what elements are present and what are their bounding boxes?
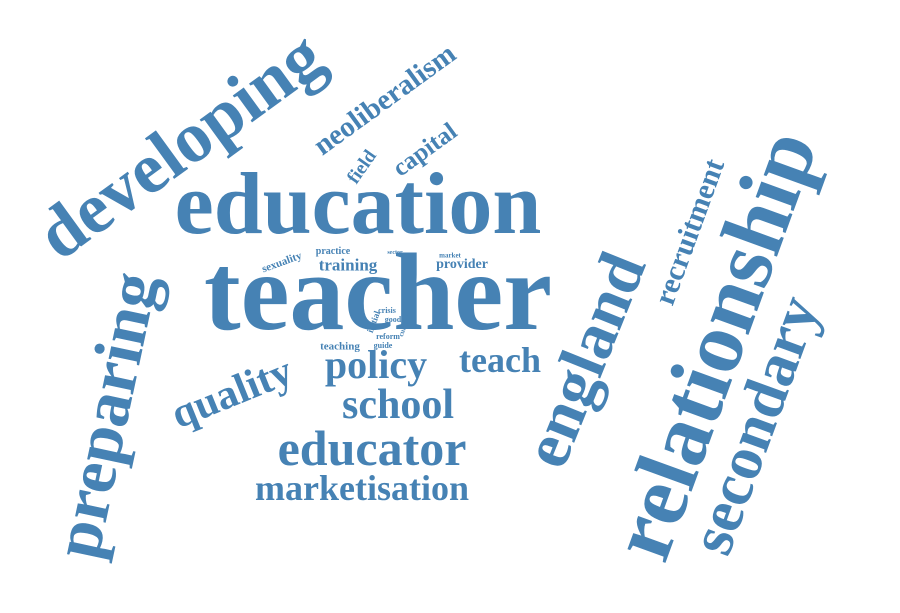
word-training: training — [318, 255, 378, 275]
word-education: education — [174, 156, 542, 253]
word-educator: educator — [277, 420, 467, 476]
word-teacher: teacher — [203, 231, 553, 353]
word-good: good — [384, 315, 402, 324]
word-preparing: preparing — [37, 265, 173, 565]
word-teach: teach — [459, 340, 541, 380]
word-guide: guide — [373, 341, 393, 350]
word-sector: sector — [387, 250, 403, 256]
word-marketisation: marketisation — [255, 468, 469, 508]
word-provider: provider — [436, 257, 488, 272]
word-school: school — [341, 382, 455, 428]
word-reform: reform — [376, 332, 400, 341]
word-market: market — [439, 251, 461, 260]
word-teaching: teaching — [320, 340, 360, 353]
word-policy: policy — [324, 342, 428, 387]
word-crisis: crisis — [378, 306, 396, 315]
word-practice: practice — [315, 246, 351, 257]
